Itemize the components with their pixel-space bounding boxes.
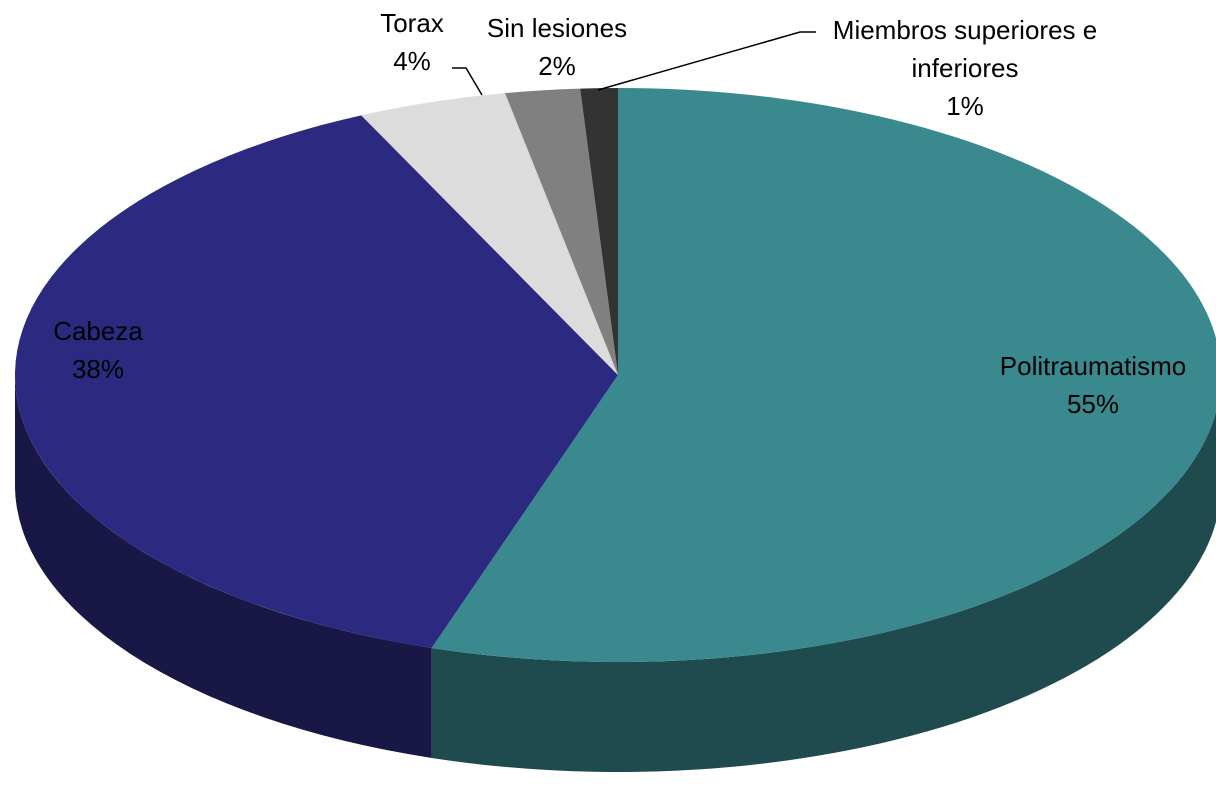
value-label: 1% xyxy=(946,91,984,121)
leader-line xyxy=(597,31,816,91)
leader-line xyxy=(452,67,483,96)
pie-slice xyxy=(361,93,618,375)
data-label: Cabeza 38% xyxy=(53,312,143,388)
value-label: 38% xyxy=(71,354,125,384)
category-label: Torax xyxy=(380,8,444,38)
pie-slice xyxy=(580,88,618,375)
data-label: Sin lesiones 2% xyxy=(487,9,627,85)
pie-slice xyxy=(14,115,619,648)
data-label: Torax 4% xyxy=(380,4,444,80)
category-label: Politraumatismo xyxy=(999,351,1187,381)
value-label: 4% xyxy=(393,46,431,76)
pie xyxy=(14,88,1216,772)
data-label: Politraumatismo 55% xyxy=(1000,347,1186,423)
category-label: Miembros superiores e inferiores xyxy=(832,15,1098,83)
pie-slice xyxy=(505,88,618,375)
value-label: 2% xyxy=(538,51,576,81)
category-label: Sin lesiones xyxy=(486,13,628,43)
category-label: Cabeza xyxy=(53,316,143,346)
pie-side xyxy=(15,375,432,758)
pie-slice xyxy=(431,88,1216,662)
pie-side xyxy=(431,411,1216,772)
data-label: Miembros superiores e inferiores 1% xyxy=(815,11,1115,125)
value-label: 55% xyxy=(1066,389,1120,419)
